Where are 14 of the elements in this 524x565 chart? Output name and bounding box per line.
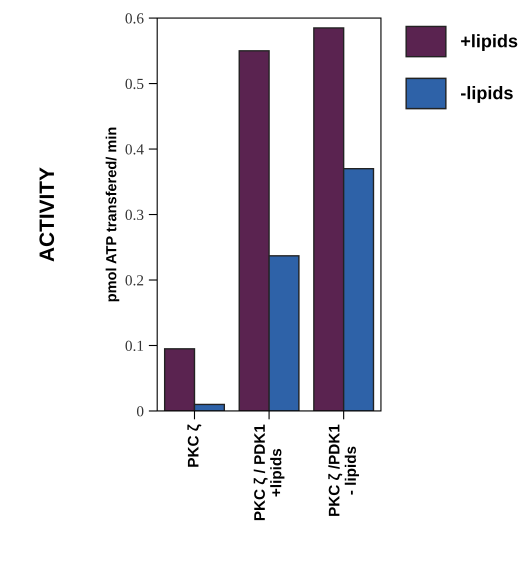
- legend-label: +lipids: [461, 34, 518, 51]
- y-tick-label: 0: [136, 406, 144, 416]
- x-tick-label: PKC ζ: [187, 424, 202, 467]
- x-tick-label: PKC ζ /PDK1 - lipids: [328, 424, 360, 516]
- y-axis-title: ACTIVITY: [39, 167, 54, 262]
- y-tick-label: 0.2: [125, 275, 144, 286]
- y-tick-label: 0.3: [125, 210, 144, 220]
- y-tick-label: 0.5: [125, 78, 144, 90]
- y-tick-label: 0.4: [125, 144, 144, 155]
- y-tick-label: 0.1: [125, 340, 144, 352]
- text: pmol ATP transfered/ min: [106, 128, 120, 302]
- x-tick-label: PKC ζ / PDK1 +lipids: [254, 424, 284, 520]
- legend-label: -lipids: [461, 86, 513, 103]
- y-tick-label: 0.6: [125, 13, 144, 24]
